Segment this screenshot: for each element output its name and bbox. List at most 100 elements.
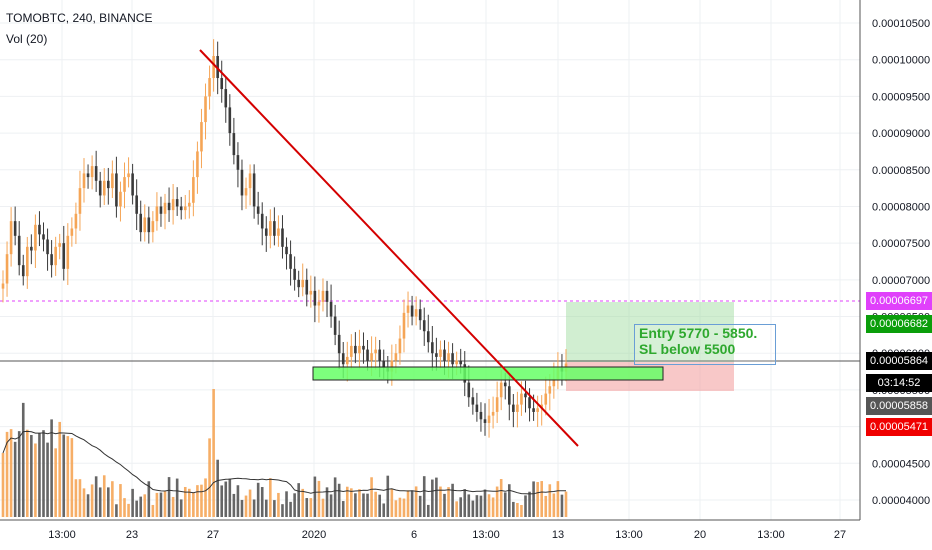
price-tick-label: 0.00008500 — [872, 165, 930, 177]
candle-body — [447, 353, 450, 361]
volume-bar — [139, 496, 143, 517]
candle-body — [74, 213, 78, 229]
volume-bar — [451, 483, 454, 517]
volume-bar — [378, 494, 381, 517]
volume-bar — [439, 486, 442, 517]
volume-bar — [179, 499, 183, 517]
volume-bar — [285, 491, 288, 517]
volume-bar — [224, 481, 228, 517]
time-tick-label: 23 — [126, 529, 138, 541]
volume-bar — [94, 476, 98, 517]
volume-bar — [192, 492, 195, 517]
volume-bar — [520, 504, 523, 517]
price-tick-label: 0.00009000 — [872, 128, 930, 140]
volume-bar — [131, 488, 134, 517]
candle-body — [354, 345, 357, 354]
volume-bar — [447, 487, 450, 517]
volume-bar — [216, 459, 219, 517]
candle-body — [293, 268, 296, 280]
target-zone[interactable] — [566, 302, 734, 362]
volume-bar — [188, 488, 191, 517]
candle-body — [264, 228, 268, 236]
volume-bar — [42, 430, 45, 517]
candle-body — [102, 180, 106, 196]
candle-body — [426, 331, 430, 343]
volume-bar — [183, 486, 187, 517]
candle-body — [188, 202, 191, 207]
volume-bar — [204, 478, 207, 517]
candle-body — [418, 309, 422, 321]
candle-body — [269, 221, 272, 236]
candle-body — [544, 393, 548, 405]
volume-bar — [495, 486, 499, 517]
candle-body — [163, 202, 167, 214]
time-tick-label: 2020 — [302, 529, 326, 541]
volume-bar — [151, 504, 155, 517]
candle-body — [21, 265, 25, 277]
candle-body — [321, 290, 325, 302]
volume-bar — [499, 479, 503, 517]
volume-bar — [467, 494, 471, 517]
candle-body — [374, 349, 377, 354]
volume-bar — [479, 495, 483, 517]
volume-bar — [50, 419, 53, 517]
candle-body — [1, 283, 5, 289]
price-tag-entry: 0.00005858 — [866, 397, 932, 415]
candle-body — [337, 334, 341, 354]
volume-bar — [414, 486, 418, 517]
volume-bar — [350, 488, 353, 517]
candle-body — [431, 342, 434, 354]
downtrend-line[interactable] — [199, 49, 579, 447]
price-tick-label: 0.00004000 — [872, 495, 930, 507]
candle-body — [42, 234, 45, 240]
trade-note[interactable]: Entry 5770 - 5850. SL below 5500 — [634, 324, 776, 365]
volume-bar — [208, 438, 211, 517]
volume-bar — [435, 477, 438, 517]
candle-body — [487, 415, 491, 423]
volume-bar — [21, 402, 25, 517]
volume-bar — [107, 487, 110, 517]
time-tick-label: 6 — [411, 529, 417, 541]
candle-body — [277, 228, 280, 236]
candle-body — [366, 349, 369, 361]
candle-body — [532, 408, 535, 412]
candle-body — [516, 404, 519, 412]
candle-body — [341, 353, 345, 365]
candle-body — [192, 177, 195, 203]
volume-bar — [329, 494, 333, 517]
time-axis-ticks: 13:00 23 27 2020 6 13:00 13 13:00 20 13:00 27 — [48, 529, 846, 541]
trade-note-stop: SL below 5500 — [639, 341, 736, 357]
candle-body — [410, 305, 414, 317]
candle-body — [443, 349, 446, 361]
candle-body — [317, 301, 321, 306]
candle-body — [273, 221, 276, 236]
volume-bar — [102, 475, 106, 517]
volume-bar — [163, 491, 167, 517]
candle-body — [358, 345, 361, 354]
volume-bar — [532, 481, 535, 517]
volume-bar — [256, 482, 260, 517]
candle-body — [345, 356, 349, 365]
volume-bar — [171, 496, 175, 517]
volume-bar — [159, 492, 163, 517]
candle-body — [499, 382, 503, 398]
volume-bar — [9, 429, 13, 517]
candle-body — [34, 224, 37, 251]
candle-body — [520, 393, 523, 405]
volume-bar — [5, 431, 9, 517]
volume-bar — [362, 493, 365, 517]
candle-body — [123, 177, 126, 192]
volume-bar — [325, 487, 329, 517]
time-tick-label: 27 — [207, 529, 219, 541]
volume-bar — [317, 480, 321, 517]
volume-bar — [111, 481, 114, 517]
candle-body — [248, 173, 252, 189]
candle-body — [155, 206, 159, 222]
volume-bar — [297, 483, 300, 517]
candle-body — [350, 345, 353, 357]
candle-body — [285, 246, 288, 255]
volume-bar — [74, 479, 78, 517]
support-zone[interactable] — [312, 366, 664, 381]
volume-bar — [281, 504, 284, 517]
